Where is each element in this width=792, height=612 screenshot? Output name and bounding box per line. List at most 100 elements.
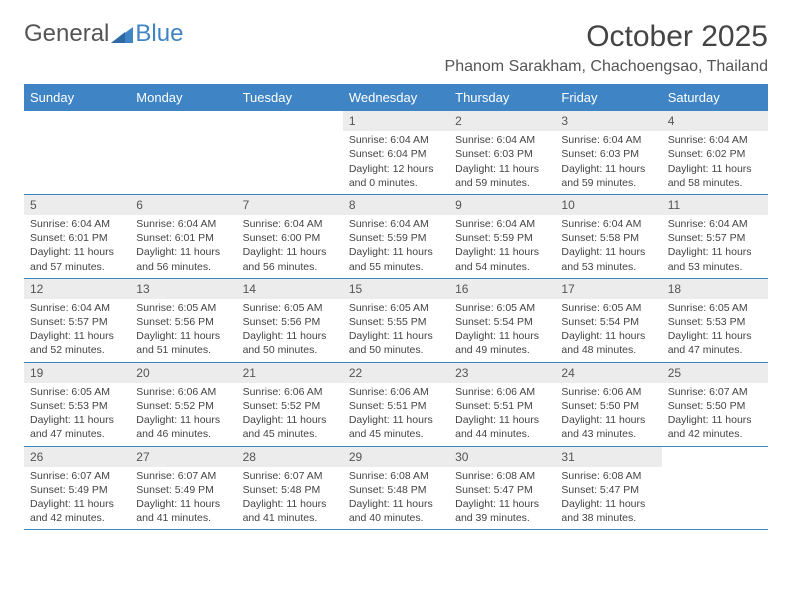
day-cell: 27Sunrise: 6:07 AMSunset: 5:49 PMDayligh… bbox=[130, 447, 236, 530]
sunset-line: Sunset: 5:51 PM bbox=[455, 399, 549, 413]
daylight-line-1: Daylight: 11 hours bbox=[136, 413, 230, 427]
sunrise-line: Sunrise: 6:05 AM bbox=[455, 301, 549, 315]
daylight-line-2: and 50 minutes. bbox=[349, 343, 443, 357]
daylight-line-2: and 52 minutes. bbox=[30, 343, 124, 357]
empty-cell bbox=[130, 111, 236, 194]
day-body: Sunrise: 6:07 AMSunset: 5:48 PMDaylight:… bbox=[237, 467, 343, 530]
day-body: Sunrise: 6:04 AMSunset: 5:58 PMDaylight:… bbox=[555, 215, 661, 278]
daylight-line-2: and 59 minutes. bbox=[455, 176, 549, 190]
daylight-line-1: Daylight: 11 hours bbox=[668, 329, 762, 343]
day-cell: 15Sunrise: 6:05 AMSunset: 5:55 PMDayligh… bbox=[343, 279, 449, 362]
sunrise-line: Sunrise: 6:04 AM bbox=[455, 217, 549, 231]
day-number: 14 bbox=[237, 279, 343, 299]
day-body: Sunrise: 6:04 AMSunset: 5:57 PMDaylight:… bbox=[24, 299, 130, 362]
sunrise-line: Sunrise: 6:05 AM bbox=[561, 301, 655, 315]
sunrise-line: Sunrise: 6:04 AM bbox=[561, 133, 655, 147]
day-body: Sunrise: 6:05 AMSunset: 5:56 PMDaylight:… bbox=[130, 299, 236, 362]
sunset-line: Sunset: 5:47 PM bbox=[455, 483, 549, 497]
day-body: Sunrise: 6:04 AMSunset: 6:04 PMDaylight:… bbox=[343, 131, 449, 194]
day-cell: 3 Sunrise: 6:04 AMSunset: 6:03 PMDaylight… bbox=[555, 111, 661, 194]
daylight-line-2: and 53 minutes. bbox=[561, 260, 655, 274]
day-number: 15 bbox=[343, 279, 449, 299]
day-cell: 9Sunrise: 6:04 AMSunset: 5:59 PMDaylight… bbox=[449, 195, 555, 278]
daylight-line-2: and 58 minutes. bbox=[668, 176, 762, 190]
sunrise-line: Sunrise: 6:04 AM bbox=[349, 217, 443, 231]
daylight-line-1: Daylight: 11 hours bbox=[30, 497, 124, 511]
day-body: Sunrise: 6:04 AMSunset: 5:59 PMDaylight:… bbox=[343, 215, 449, 278]
daylight-line-1: Daylight: 11 hours bbox=[243, 245, 337, 259]
daylight-line-1: Daylight: 11 hours bbox=[668, 245, 762, 259]
daylight-line-1: Daylight: 11 hours bbox=[455, 497, 549, 511]
day-header-cell: Tuesday bbox=[237, 84, 343, 111]
sunrise-line: Sunrise: 6:06 AM bbox=[561, 385, 655, 399]
sunrise-line: Sunrise: 6:04 AM bbox=[30, 217, 124, 231]
daylight-line-2: and 38 minutes. bbox=[561, 511, 655, 525]
day-body: Sunrise: 6:07 AMSunset: 5:49 PMDaylight:… bbox=[130, 467, 236, 530]
month-title: October 2025 bbox=[445, 20, 768, 54]
daylight-line-2: and 0 minutes. bbox=[349, 176, 443, 190]
day-body: Sunrise: 6:08 AMSunset: 5:47 PMDaylight:… bbox=[555, 467, 661, 530]
sunrise-line: Sunrise: 6:06 AM bbox=[136, 385, 230, 399]
title-block: October 2025 Phanom Sarakham, Chachoengs… bbox=[445, 20, 768, 76]
sunset-line: Sunset: 6:02 PM bbox=[668, 147, 762, 161]
calendar: SundayMondayTuesdayWednesdayThursdayFrid… bbox=[24, 84, 768, 530]
day-header-row: SundayMondayTuesdayWednesdayThursdayFrid… bbox=[24, 84, 768, 111]
daylight-line-1: Daylight: 11 hours bbox=[243, 497, 337, 511]
sunrise-line: Sunrise: 6:05 AM bbox=[136, 301, 230, 315]
sunset-line: Sunset: 6:03 PM bbox=[561, 147, 655, 161]
sunset-line: Sunset: 5:57 PM bbox=[30, 315, 124, 329]
empty-cell bbox=[237, 111, 343, 194]
sunset-line: Sunset: 6:01 PM bbox=[136, 231, 230, 245]
daylight-line-1: Daylight: 11 hours bbox=[243, 329, 337, 343]
day-body: Sunrise: 6:06 AMSunset: 5:52 PMDaylight:… bbox=[130, 383, 236, 446]
sunset-line: Sunset: 6:04 PM bbox=[349, 147, 443, 161]
day-number: 13 bbox=[130, 279, 236, 299]
day-body: Sunrise: 6:07 AMSunset: 5:50 PMDaylight:… bbox=[662, 383, 768, 446]
daylight-line-1: Daylight: 11 hours bbox=[561, 162, 655, 176]
week-row: 19Sunrise: 6:05 AMSunset: 5:53 PMDayligh… bbox=[24, 363, 768, 447]
day-number: 21 bbox=[237, 363, 343, 383]
sunset-line: Sunset: 5:56 PM bbox=[243, 315, 337, 329]
daylight-line-1: Daylight: 11 hours bbox=[349, 329, 443, 343]
day-body: Sunrise: 6:06 AMSunset: 5:50 PMDaylight:… bbox=[555, 383, 661, 446]
daylight-line-1: Daylight: 11 hours bbox=[668, 162, 762, 176]
day-cell: 22Sunrise: 6:06 AMSunset: 5:51 PMDayligh… bbox=[343, 363, 449, 446]
sunset-line: Sunset: 5:50 PM bbox=[668, 399, 762, 413]
day-cell: 17Sunrise: 6:05 AMSunset: 5:54 PMDayligh… bbox=[555, 279, 661, 362]
sunset-line: Sunset: 6:00 PM bbox=[243, 231, 337, 245]
daylight-line-1: Daylight: 11 hours bbox=[136, 245, 230, 259]
day-body: Sunrise: 6:05 AMSunset: 5:55 PMDaylight:… bbox=[343, 299, 449, 362]
day-body: Sunrise: 6:04 AMSunset: 5:59 PMDaylight:… bbox=[449, 215, 555, 278]
sunrise-line: Sunrise: 6:04 AM bbox=[561, 217, 655, 231]
daylight-line-1: Daylight: 11 hours bbox=[30, 413, 124, 427]
sunrise-line: Sunrise: 6:06 AM bbox=[455, 385, 549, 399]
sunrise-line: Sunrise: 6:07 AM bbox=[668, 385, 762, 399]
day-number: 3 bbox=[555, 111, 661, 131]
daylight-line-2: and 46 minutes. bbox=[136, 427, 230, 441]
daylight-line-1: Daylight: 11 hours bbox=[455, 329, 549, 343]
sunset-line: Sunset: 5:47 PM bbox=[561, 483, 655, 497]
daylight-line-2: and 44 minutes. bbox=[455, 427, 549, 441]
daylight-line-2: and 41 minutes. bbox=[136, 511, 230, 525]
sunset-line: Sunset: 5:49 PM bbox=[30, 483, 124, 497]
daylight-line-1: Daylight: 11 hours bbox=[561, 497, 655, 511]
sunset-line: Sunset: 5:49 PM bbox=[136, 483, 230, 497]
day-number: 16 bbox=[449, 279, 555, 299]
day-header-cell: Sunday bbox=[24, 84, 130, 111]
daylight-line-2: and 40 minutes. bbox=[349, 511, 443, 525]
daylight-line-1: Daylight: 11 hours bbox=[349, 245, 443, 259]
day-number: 2 bbox=[449, 111, 555, 131]
header: General Blue October 2025 Phanom Sarakha… bbox=[24, 20, 768, 76]
day-cell: 28Sunrise: 6:07 AMSunset: 5:48 PMDayligh… bbox=[237, 447, 343, 530]
daylight-line-1: Daylight: 11 hours bbox=[349, 497, 443, 511]
sunset-line: Sunset: 5:52 PM bbox=[136, 399, 230, 413]
day-cell: 10Sunrise: 6:04 AMSunset: 5:58 PMDayligh… bbox=[555, 195, 661, 278]
day-cell: 8Sunrise: 6:04 AMSunset: 5:59 PMDaylight… bbox=[343, 195, 449, 278]
day-cell: 31Sunrise: 6:08 AMSunset: 5:47 PMDayligh… bbox=[555, 447, 661, 530]
day-cell: 1Sunrise: 6:04 AMSunset: 6:04 PMDaylight… bbox=[343, 111, 449, 194]
day-cell: 2Sunrise: 6:04 AMSunset: 6:03 PMDaylight… bbox=[449, 111, 555, 194]
daylight-line-2: and 53 minutes. bbox=[668, 260, 762, 274]
day-body: Sunrise: 6:06 AMSunset: 5:52 PMDaylight:… bbox=[237, 383, 343, 446]
sunrise-line: Sunrise: 6:08 AM bbox=[561, 469, 655, 483]
day-number: 18 bbox=[662, 279, 768, 299]
